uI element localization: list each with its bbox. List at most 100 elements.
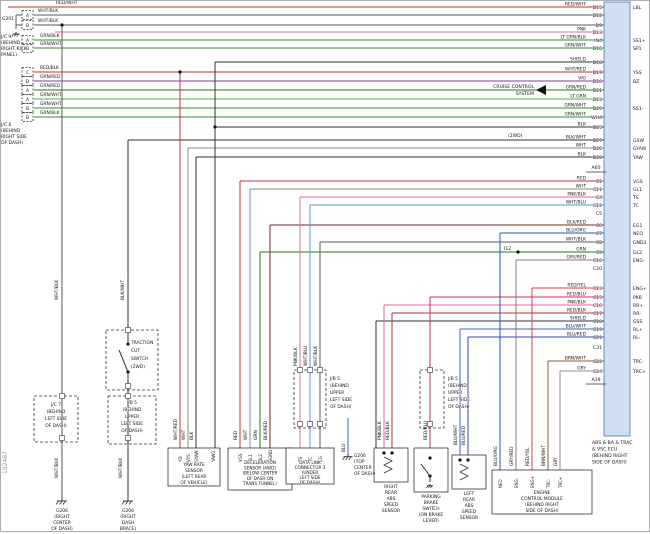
data-link-connector-3-label: DATA LINK [299, 460, 321, 465]
speed-sensor-icon [459, 463, 469, 481]
junction-dot [428, 456, 432, 460]
ground-label: (TOP [354, 459, 365, 465]
engine-control-module-label: SIDE OF DASH) [525, 508, 558, 514]
ground-icon [125, 500, 129, 505]
wire-color-label: WHT/BLU [303, 346, 309, 366]
wire-color-label: GRY/RED [509, 446, 515, 466]
junction-block-5-middle-label: (BEHIND [330, 383, 349, 389]
ground-label: DASH [122, 520, 134, 526]
diagram-label: (BEHIND [1, 40, 21, 46]
right-rear-abs-speed-sensor-label: REAR [385, 490, 397, 496]
ecu-signal-label: RL- [633, 335, 641, 341]
wire-color-label: RED/WHT [565, 2, 586, 8]
right-rear-abs-speed-sensor-label: ABS [387, 496, 396, 502]
ground-label: OF DASH) [51, 526, 73, 532]
ecu-signal-label: GYAW [633, 146, 647, 152]
deceleration-sensor-label: (BELOW CENTER [243, 471, 278, 476]
connector-pin-letter: B [26, 23, 29, 29]
wire-color-label: GRN/WHT [564, 43, 586, 49]
diagram-label: PANEL) [1, 52, 17, 58]
connector-pin-letter: C [26, 70, 29, 76]
wire-color-label: BLU/WHT [453, 424, 459, 445]
ecu-pin-label: D15 [593, 5, 602, 11]
data-link-connector-3-label: CONNECTOR 3 [295, 465, 326, 470]
ecu-pin-label: C15 [593, 295, 602, 301]
watermark: 192487 [2, 451, 9, 474]
ecu-pin-label: D10 [593, 79, 602, 85]
wire-color-label: PNK/BLK [567, 192, 586, 198]
engine-control-module-label: ENGINE [534, 490, 551, 496]
switch-icon [118, 349, 129, 373]
wire-color-label: GRN [576, 247, 586, 253]
wire-color-label: GRN/WHT [40, 92, 62, 98]
engine-control-module-pin-label: NEO [498, 479, 503, 488]
ecu-pin-label: WH4 [591, 115, 602, 121]
ecu-signal-label: PKB [633, 295, 642, 301]
parking-brake-switch-label: BRAKE [424, 500, 439, 506]
ecu-pin-label: C11 [593, 187, 602, 193]
ecu-signal-label: RR- [633, 311, 641, 317]
diagram-label: I12 [504, 246, 511, 252]
wire-color-label: PNK/BLK [567, 300, 586, 306]
deceleration-sensor-pin-label: GGND [268, 450, 273, 462]
wire-color-label: WHT/BLK [566, 237, 586, 243]
ecu-signal-label: GSS [633, 319, 642, 325]
engine-control-module-pin-label: ENG+ [530, 476, 535, 488]
ecu-signal-label: YAW [632, 155, 643, 161]
deceleration-sensor-label: DECELERATION [244, 460, 276, 465]
ground-icon [62, 500, 66, 505]
ecu-pin-label: D20 [593, 106, 602, 112]
connector-terminal [297, 421, 303, 427]
diagram-label: J/C 9 [0, 34, 11, 40]
connector-pin-box [21, 43, 34, 53]
diagram-label: OF DASH) [1, 140, 23, 146]
deceleration-sensor-label: TRANS TUNNEL) [242, 481, 277, 486]
ecu-signal-label: YSS [632, 70, 642, 76]
ecu-signal-label: GL2 [633, 250, 642, 256]
ecu-pin-label: C22 [593, 359, 602, 365]
ecu-pin-label: C9 [596, 250, 602, 256]
ecu-signal-label: RR+ [633, 303, 643, 309]
ecu-pin-label: C1 [596, 179, 602, 185]
connector-terminal [125, 435, 131, 441]
connector-pin-letter: B [26, 115, 29, 121]
wire-color-label: BLK/RED [263, 420, 269, 440]
traction-cut-switch-label: TRACTION [130, 340, 153, 346]
ecu-pin-label: C20 [593, 266, 602, 272]
traction-cut-switch-label: CUT [131, 348, 140, 354]
left-rear-abs-speed-sensor-label: SPEED [462, 509, 477, 515]
wire-color-label: GRN/WHT [564, 112, 586, 118]
junction-block-5-left-label: OF DASH) [121, 428, 143, 434]
parking-brake-switch-label: (ON BRAKE [419, 512, 444, 518]
wire-color-label: BLU/ORG [566, 228, 586, 234]
ecu-pin-label: D28 [593, 155, 602, 161]
wire-color-label: GRN [253, 430, 259, 440]
deceleration-sensor-pin-label: GL2 [258, 454, 263, 462]
traction-cut-switch [105, 329, 159, 391]
wire-color-label: BLU/WHT [566, 324, 587, 330]
wire-color-label: GRN/BLK [40, 110, 60, 116]
wire-color-label: LT GRN/BLK [561, 35, 587, 41]
ground-icon [59, 500, 63, 505]
wire-color-label: BRN/WHT [565, 356, 586, 362]
deceleration-sensor-label: SENSOR (4WD) [244, 465, 276, 470]
cruise-control-label: SYSTEM [516, 91, 534, 97]
wire-color-label: BLK/WHT [566, 135, 586, 141]
wire-color-label: WHT/BLU [566, 200, 586, 206]
right-rear-abs-speed-sensor-label: RIGHT [384, 484, 398, 490]
ecu-signal-label: ENG- [633, 258, 645, 264]
wire-color-label: GRN/RED [566, 85, 587, 91]
wire-color-label: WHT/BLK [38, 18, 58, 24]
ecu-pin-label: D21 [593, 88, 602, 94]
wire-color-label: PNK/BLK [293, 347, 299, 366]
ecu-signal-label: TC [632, 203, 639, 209]
wire-color-label: GRN/WHT [40, 41, 62, 47]
wire-color-label: WHT [243, 429, 249, 440]
connector-pin-letter: A [26, 13, 29, 19]
wire-color-label: WHT [181, 429, 187, 440]
yaw-rate-sensor-pin-label: YD [178, 456, 183, 463]
wire-color-label: BLU/RED [567, 332, 587, 338]
right-rear-abs-speed-sensor-label: SENSOR [382, 508, 400, 514]
